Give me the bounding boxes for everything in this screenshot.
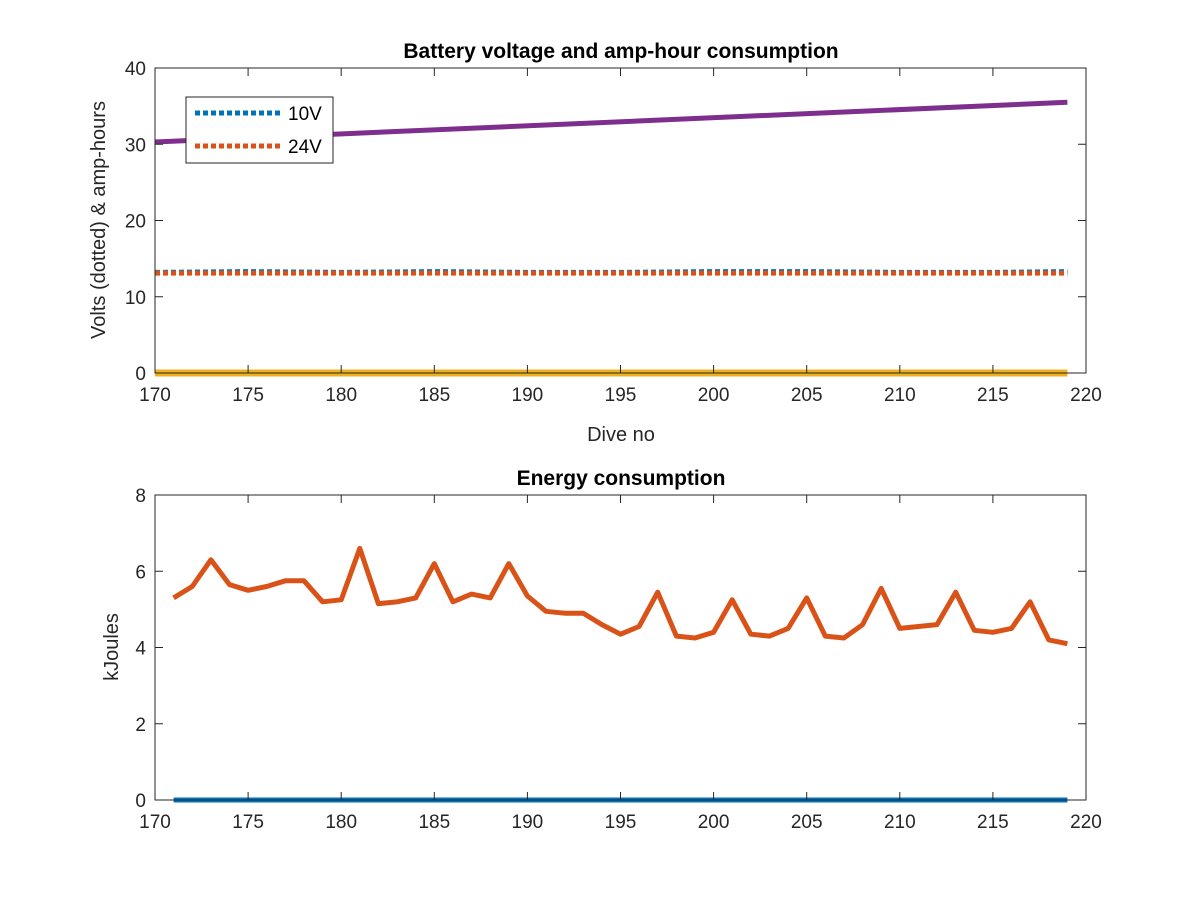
tick-group: 170 175 180 185 190 195 200 205 210 215 220 0 10 20 30… bbox=[125, 59, 1102, 406]
x-tick-label: 170 bbox=[139, 385, 171, 406]
x-tick-label: 200 bbox=[698, 385, 730, 406]
y-tick-label: 8 bbox=[135, 486, 146, 507]
y-tick-label: 20 bbox=[125, 212, 146, 233]
x-tick-label: 200 bbox=[698, 812, 730, 833]
x-tick-label: 220 bbox=[1070, 385, 1102, 406]
x-tick-label: 175 bbox=[232, 812, 264, 833]
energy-plot: Energy consumption 170 175 180 185 190 195 200… bbox=[101, 467, 1102, 833]
x-tick-label: 220 bbox=[1070, 812, 1102, 833]
x-tick-label: 210 bbox=[884, 385, 916, 406]
y-tick-label: 0 bbox=[135, 791, 146, 812]
legend-label-24v: 24V bbox=[288, 137, 322, 158]
y-tick-label: 10 bbox=[125, 288, 146, 309]
legend-label-10v: 10V bbox=[288, 104, 322, 125]
legend: 10V 24V bbox=[185, 96, 334, 164]
x-tick-label: 185 bbox=[418, 385, 450, 406]
y-tick-label: 6 bbox=[135, 562, 146, 583]
chart-title: Battery voltage and amp-hour consumption bbox=[403, 40, 838, 63]
x-tick-label: 190 bbox=[512, 812, 544, 833]
x-tick-label: 215 bbox=[977, 812, 1009, 833]
y-tick-label: 0 bbox=[135, 364, 146, 385]
x-tick-label: 185 bbox=[418, 812, 450, 833]
y-tick-label: 2 bbox=[135, 715, 146, 736]
x-tick-label: 210 bbox=[884, 812, 916, 833]
series-line-series-2 bbox=[172, 545, 1068, 647]
x-tick-label: 215 bbox=[977, 385, 1009, 406]
legend-box bbox=[185, 96, 334, 164]
y-tick-label: 40 bbox=[125, 59, 146, 80]
tick-group: 170 175 180 185 190 195 200 205 210 215 220 0 2 4 6 8 bbox=[135, 486, 1101, 833]
voltage-amphour-plot: Battery voltage and amp-hour consumption… bbox=[88, 40, 1102, 446]
x-tick-label: 205 bbox=[791, 812, 823, 833]
chart-title: Energy consumption bbox=[517, 467, 726, 490]
y-tick-label: 30 bbox=[125, 135, 146, 156]
y-axis-label: Volts (dotted) & amp-hours bbox=[88, 101, 110, 339]
x-tick-label: 180 bbox=[325, 812, 357, 833]
x-tick-label: 195 bbox=[605, 385, 637, 406]
x-tick-label: 170 bbox=[139, 812, 171, 833]
y-axis-label: kJoules bbox=[101, 613, 123, 681]
x-tick-label: 175 bbox=[232, 385, 264, 406]
y-tick-label: 4 bbox=[135, 639, 146, 660]
x-tick-label: 180 bbox=[325, 385, 357, 406]
x-tick-label: 205 bbox=[791, 385, 823, 406]
x-axis-label: Dive no bbox=[587, 424, 655, 446]
x-tick-label: 190 bbox=[512, 385, 544, 406]
x-tick-label: 195 bbox=[605, 812, 637, 833]
